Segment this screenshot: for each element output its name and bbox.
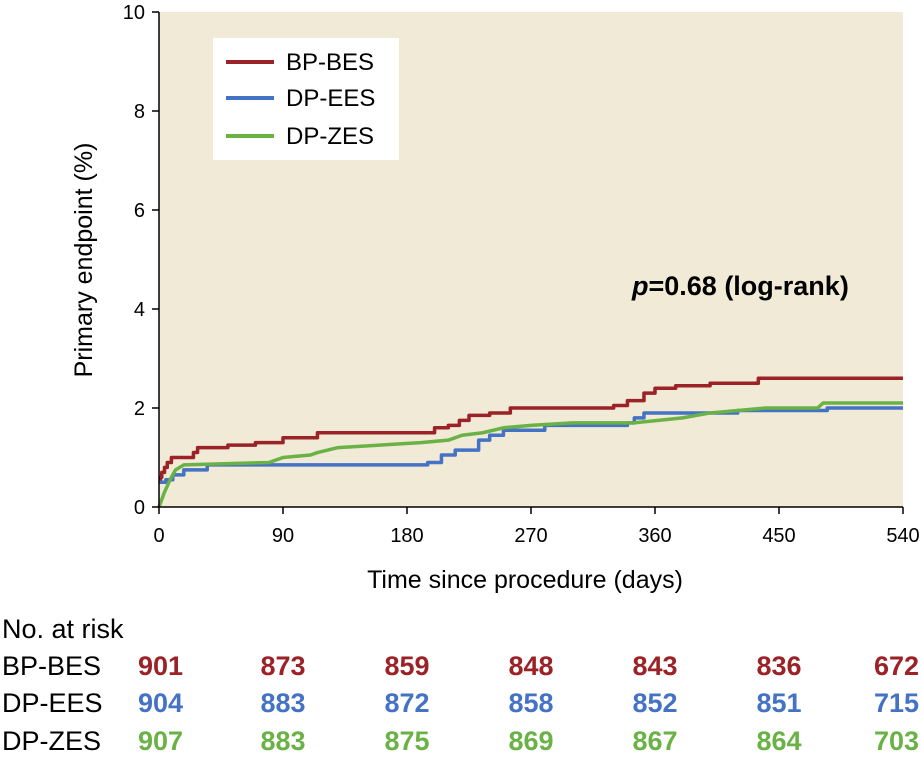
risk-row-label: BP-BES [2,651,101,681]
x-tick-label: 90 [272,525,294,547]
risk-value: 864 [756,726,801,756]
risk-value: 672 [874,651,919,681]
risk-value: 859 [384,651,429,681]
y-axis-title: Primary endpoint (%) [70,143,98,378]
risk-table: BP-BES 901 873 859 848 843 836 672 DP-EES 904 883 8… [2,651,919,756]
risk-value: 851 [756,688,801,718]
y-tick-label: 6 [134,200,145,222]
risk-row-label: DP-EES [2,688,103,718]
series-line-bp-bes [158,376,903,484]
series-layer [157,376,903,508]
risk-value: 872 [384,688,429,718]
legend-label-dp-zes: DP-ZES [286,123,374,150]
y-tick-label: 0 [134,497,145,519]
risk-value: 883 [260,726,305,756]
series-line-dp-zes [157,401,903,508]
x-tick-label: 0 [153,525,164,547]
risk-value: 848 [508,651,553,681]
risk-table-title: No. at risk [2,614,124,644]
risk-value: 836 [756,651,801,681]
y-tick-label: 10 [123,2,145,24]
p-symbol: p [631,271,649,301]
x-axis-title: Time since procedure (days) [367,566,683,594]
legend: BP-BES DP-EES DP-ZES [213,38,399,160]
x-tick-label: 180 [390,525,423,547]
x-tick-label: 270 [514,525,547,547]
y-tick-label: 2 [134,398,145,420]
risk-value: 843 [632,651,677,681]
risk-value: 869 [508,726,553,756]
legend-label-dp-ees: DP-EES [286,85,375,112]
p-value-text: =0.68 (log-rank) [649,271,849,301]
risk-value: 904 [138,688,183,718]
x-tick-label: 360 [638,525,671,547]
risk-value: 858 [508,688,553,718]
axes: 0 2 4 6 8 10 0 90 180 270 360 450 540 [123,2,920,547]
x-tick-label: 450 [762,525,795,547]
risk-row-label: DP-ZES [2,726,101,756]
risk-value: 715 [874,688,919,718]
risk-value: 867 [632,726,677,756]
risk-value: 883 [260,688,305,718]
risk-value: 907 [138,726,183,756]
x-tick-label: 540 [886,525,919,547]
y-tick-label: 4 [134,299,145,321]
risk-value: 852 [632,688,677,718]
legend-label-bp-bes: BP-BES [286,49,374,76]
p-value-annotation: p=0.68 (log-rank) [631,271,849,301]
risk-value: 873 [260,651,305,681]
risk-value: 901 [138,651,183,681]
y-tick-label: 8 [134,101,145,123]
risk-value: 703 [874,726,919,756]
risk-value: 875 [384,726,429,756]
series-line-dp-ees [159,406,903,484]
